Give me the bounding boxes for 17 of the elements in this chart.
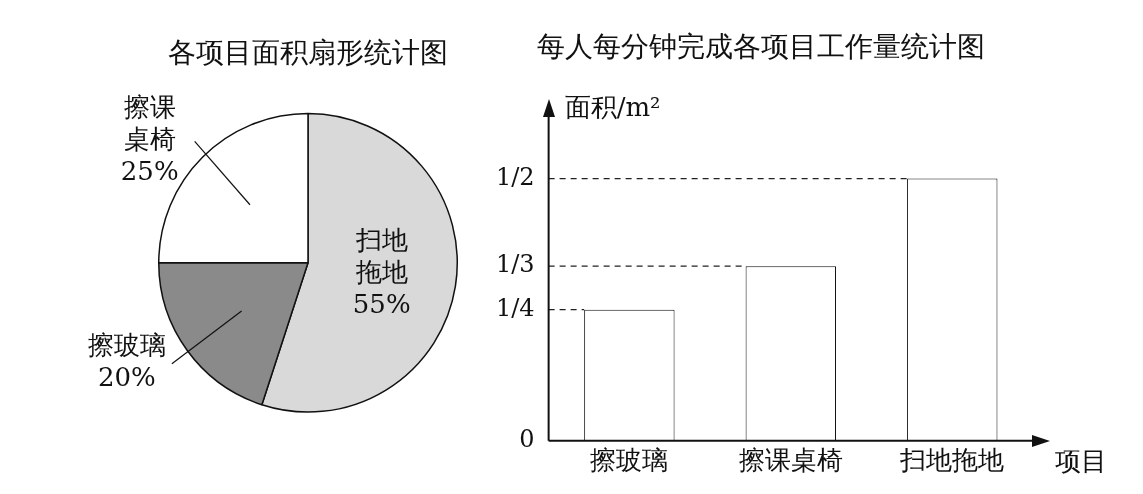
data-label: 25%	[120, 156, 179, 187]
y-tick-label: 1/2	[496, 162, 535, 191]
y-tick-label: 1/4	[496, 293, 535, 322]
chart-title: 各项目面积扇形统计图	[168, 36, 448, 70]
slice-label: 扫地拖地	[354, 225, 408, 288]
y-tick-label: 0	[519, 425, 535, 454]
slice-label: 擦课桌椅	[123, 92, 176, 155]
x-tick-label: 扫地拖地	[899, 445, 1005, 476]
x-axis-title: 项目	[1055, 445, 1107, 476]
y-tick-label: 1/3	[496, 250, 535, 279]
data-label: 55%	[352, 289, 411, 320]
x-tick-label: 擦玻璃	[590, 445, 669, 476]
slice-label: 擦玻璃	[87, 330, 166, 361]
y-axis-title: 面积/m²	[564, 92, 661, 123]
data-label: 20%	[97, 362, 156, 393]
x-tick-label: 擦课桌椅	[738, 445, 843, 476]
chart-title: 每人每分钟完成各项目工作量统计图	[536, 30, 985, 64]
